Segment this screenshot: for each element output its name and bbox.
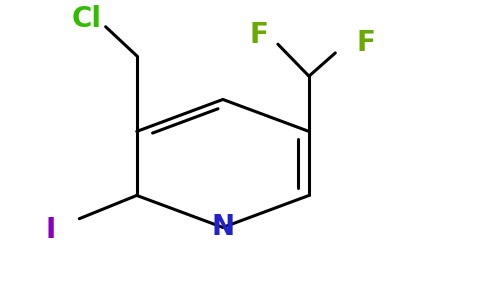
Text: I: I	[45, 216, 56, 244]
Text: F: F	[249, 22, 268, 50]
Text: Cl: Cl	[72, 5, 102, 34]
Text: N: N	[212, 213, 234, 242]
Text: F: F	[357, 29, 376, 57]
